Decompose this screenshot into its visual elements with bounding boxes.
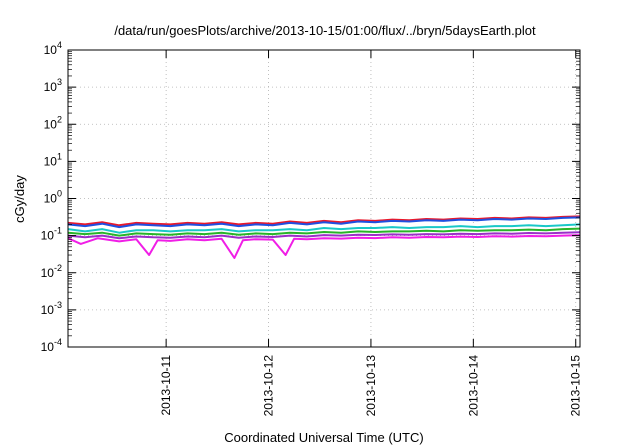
y-tick-base: 10 (44, 43, 58, 57)
y-tick-label: 10-1 (41, 226, 62, 243)
x-axis: 2013-10-11 2013-10-12 2013-10-13 2013-10-14… (159, 50, 583, 416)
y-tick-base: 10 (44, 154, 58, 168)
series-line-5 (67, 231, 581, 240)
y-tick-label: 102 (44, 114, 62, 131)
y-tick-base: 10 (41, 340, 55, 354)
y-tick-exponent: -2 (54, 263, 62, 273)
y-tick-exponent: 1 (57, 151, 62, 161)
x-tick-label: 2013-10-15 (569, 355, 583, 417)
series-line-2 (67, 216, 581, 229)
x-tick-label: 2013-10-13 (364, 355, 378, 417)
series-line-3 (67, 223, 581, 234)
y-tick-exponent: -3 (54, 300, 62, 310)
x-tick-label: 2013-10-12 (262, 355, 276, 417)
series-line-1 (67, 215, 581, 227)
y-tick-base: 10 (41, 266, 55, 280)
y-tick-exponent: 2 (57, 114, 62, 124)
x-tick-label: 2013-10-14 (466, 355, 480, 417)
y-tick-exponent: -1 (54, 226, 62, 236)
y-tick-exponent: -4 (54, 337, 62, 347)
y-tick-exponent: 3 (57, 77, 62, 87)
series-lines (67, 215, 581, 259)
chart-title: /data/run/goesPlots/archive/2013-10-15/0… (114, 23, 536, 38)
y-tick-label: 10-3 (41, 300, 62, 317)
y-tick-label: 103 (44, 77, 62, 94)
y-tick-label: 10-4 (41, 337, 62, 354)
x-tick-label: 2013-10-11 (159, 355, 173, 416)
y-tick-label: 10-2 (41, 263, 62, 280)
y-tick-exponent: 4 (57, 40, 62, 50)
y-tick-base: 10 (44, 117, 58, 131)
y-tick-label: 101 (44, 151, 62, 168)
y-axis-label: cGy/day (12, 175, 27, 223)
y-tick-base: 10 (44, 192, 58, 206)
x-axis-label: Coordinated Universal Time (UTC) (224, 430, 423, 445)
grid (68, 50, 580, 347)
y-tick-label: 100 (44, 189, 62, 206)
y-tick-label: 104 (44, 40, 62, 57)
y-tick-base: 10 (41, 229, 55, 243)
y-tick-exponent: 0 (57, 189, 62, 199)
y-tick-base: 10 (44, 80, 58, 94)
series-line-4 (67, 227, 581, 237)
y-tick-base: 10 (41, 303, 55, 317)
series-line-6 (67, 234, 581, 259)
